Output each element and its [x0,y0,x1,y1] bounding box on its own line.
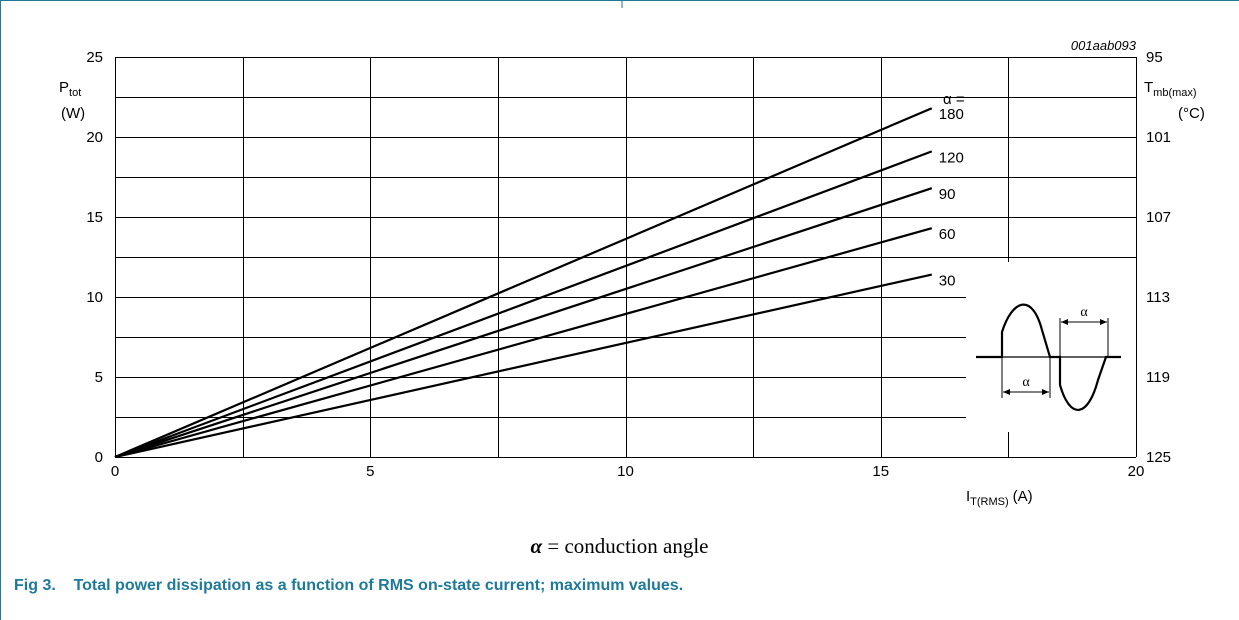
y2-tick-label: 113 [1146,289,1170,306]
y-tick-label: 15 [86,209,103,226]
x-axis-label: IT(RMS) (A) [966,488,1033,508]
series-line-120 [114,150,933,459]
y2-tick-label: 95 [1146,49,1163,66]
series-label-bg [936,147,969,168]
note-symbol: α [530,534,543,558]
series-line-90 [114,187,933,459]
y-axis-label: Ptot [59,79,81,99]
caption-label: Fig 3. [14,577,56,594]
series-label-180: 180 [939,106,964,123]
series-label-30: 30 [939,273,956,290]
note-text: = conduction angle [542,534,709,558]
y2-axis-unit: (°C) [1178,105,1205,122]
series-lines [114,107,933,459]
y-tick-label: 25 [86,49,103,66]
x-tick-label: 15 [872,463,889,480]
series-line-180 [114,107,933,459]
tick-labels: 0 5 10 15 20 25 95 101 107 113 119 125 0 5 10 15 20 [86,49,1171,480]
y2-axis-label: Tmb(max) [1144,79,1197,99]
y2-tick-label: 125 [1146,449,1171,466]
x-tick-label: 20 [1128,463,1145,480]
y-tick-label: 0 [95,449,103,466]
y2-tick-label: 119 [1146,369,1170,386]
series-label-bg [936,224,969,245]
series-label-bg [936,104,969,125]
series-label-bg [936,184,969,205]
figure-caption: Fig 3. Total power dissipation as a func… [14,577,683,595]
figure-code: 001aab093 [1071,38,1137,53]
y-tick-label: 10 [86,289,103,306]
legend-title: α = [943,91,965,108]
series-labels: 180 120 90 60 30 [936,104,969,291]
series-label-bg [936,270,969,291]
y2-tick-label: 101 [1146,129,1171,146]
x-tick-label: 0 [111,463,119,480]
conduction-angle-note: α = conduction angle [0,534,1239,559]
series-label-60: 60 [939,226,956,243]
y-tick-label: 5 [95,369,103,386]
series-label-120: 120 [939,149,964,166]
series-line-60 [114,227,933,459]
series-line-30 [114,273,933,459]
x-tick-label: 5 [366,463,374,480]
y-tick-label: 20 [86,129,103,146]
series-label-90: 90 [939,186,956,203]
x-tick-label: 10 [617,463,634,480]
y-axis-unit: (W) [61,105,85,122]
inset-alpha-lower: α [1022,375,1030,390]
waveform-inset: α α [966,262,1136,432]
caption-text: Total power dissipation as a function of… [73,577,684,594]
y2-tick-label: 107 [1146,209,1171,226]
grid [115,57,1137,458]
inset-alpha-upper: α [1080,305,1088,320]
